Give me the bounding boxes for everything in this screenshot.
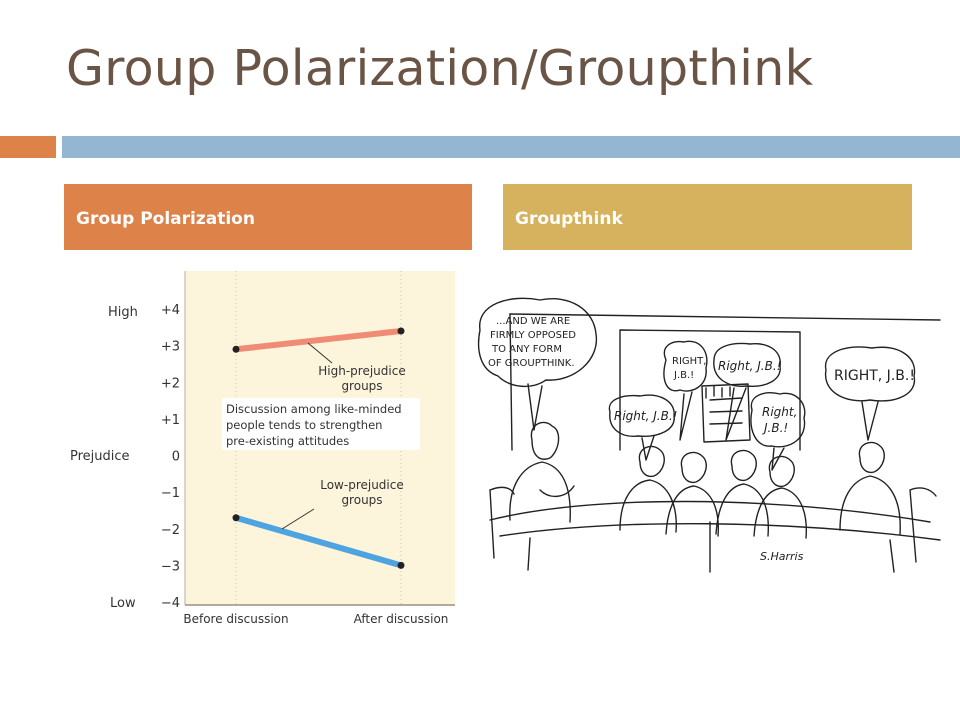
- bubble-4-text: Right, J.B.!: [614, 409, 677, 423]
- series-line: [235, 327, 402, 353]
- groupthink-cartoon: ...AND WE ARE FIRMLY OPPOSED TO ANY FORM…: [477, 297, 941, 573]
- y-axis-label: Prejudice: [70, 449, 130, 464]
- boss-body: [509, 461, 571, 523]
- bubble-5-outline: [750, 392, 806, 448]
- groupthink-header: Groupthink: [503, 184, 912, 250]
- cartoon-signature: S.Harris: [760, 550, 804, 563]
- y-tick-label: −1: [161, 486, 180, 501]
- figure-2-body: [619, 479, 677, 533]
- figure-5-body: [753, 487, 807, 539]
- high-label-leader: [307, 342, 333, 364]
- window-frame: [619, 329, 801, 451]
- group-polarization-chart: +4 +3 +2 +1 0 −1 −2 −3 −4 High Low Prejudice Bef…: [70, 271, 455, 626]
- wall-chart: [701, 383, 751, 443]
- x-tick-before: Before discussion: [183, 612, 288, 626]
- figure-3-body: [665, 485, 719, 537]
- wall-chart-bars: [705, 385, 731, 399]
- bubble-4-outline: [608, 394, 675, 437]
- ceiling-line: [509, 313, 941, 321]
- bubble-3-outline: [713, 342, 781, 387]
- high-series-label-line1: High-prejudice: [318, 364, 405, 378]
- low-series-label-line2: groups: [341, 493, 382, 507]
- slide-title: Group Polarization/Groupthink: [66, 40, 814, 97]
- bubble-6-tail: [861, 401, 879, 441]
- left-wall-line: [509, 313, 513, 451]
- y-tick-label: −4: [161, 596, 180, 611]
- annotation-box: [222, 398, 420, 450]
- bubble-2-outline: [663, 340, 708, 392]
- y-tick-label: +3: [161, 340, 180, 355]
- bubble-boss-line3: TO ANY FORM: [491, 344, 562, 355]
- y-tick-label: −3: [161, 559, 180, 574]
- bubble-6-text: RIGHT, J.B.!: [834, 368, 915, 384]
- y-tick-label: +1: [161, 413, 180, 428]
- y-tick-label: −2: [161, 523, 180, 538]
- y-tick-label: +2: [161, 376, 180, 391]
- bubble-5-tail: [771, 447, 785, 471]
- y-label-low: Low: [110, 596, 136, 611]
- series-line: [235, 514, 402, 569]
- figure-5-head: [768, 455, 795, 488]
- low-series-label-line1: Low-prejudice: [320, 478, 404, 492]
- table-legs: [527, 521, 895, 573]
- chair-left: [489, 486, 515, 559]
- bubble-5-line1: Right,: [762, 405, 797, 419]
- accent-bar-blue: [62, 136, 960, 158]
- figure-4-body: [715, 483, 769, 537]
- series-point: [397, 561, 405, 569]
- figure-2-head: [638, 445, 665, 478]
- bubble-3-text: Right, J.B.!: [718, 359, 781, 373]
- y-tick-label: 0: [172, 450, 180, 465]
- low-label-leader: [281, 508, 315, 530]
- boss-head: [530, 421, 560, 460]
- annotation-line1: Discussion among like-minded: [226, 402, 402, 416]
- figure-3-head: [680, 451, 707, 484]
- bubble-2-line2: J.B.!: [673, 370, 694, 381]
- high-series-label-line2: groups: [341, 379, 382, 393]
- chair-right: [909, 487, 937, 563]
- annotation-line2: people tends to strengthen: [226, 418, 382, 432]
- series-point: [232, 514, 240, 522]
- bubble-boss-line2: FIRMLY OPPOSED: [490, 330, 576, 341]
- series-point: [232, 345, 240, 353]
- accent-bar-orange: [0, 136, 56, 158]
- bubble-3-tail: [725, 387, 747, 441]
- bubble-boss-tail: [527, 383, 543, 431]
- table-front: [499, 522, 941, 541]
- bubble-4-tail: [641, 435, 655, 461]
- group-polarization-header: Group Polarization: [64, 184, 472, 250]
- figure-6-head: [858, 441, 885, 474]
- x-tick-after: After discussion: [354, 612, 449, 626]
- bubble-6-outline: [824, 346, 916, 402]
- bubble-2-tail: [679, 391, 693, 441]
- bubble-2-line1: RIGHT,: [672, 356, 706, 367]
- bubble-5-line2: J.B.!: [762, 421, 788, 435]
- y-tick-label: +4: [161, 303, 180, 318]
- bubble-boss-line1: ...AND WE ARE: [496, 316, 570, 327]
- boss-arm: [539, 485, 575, 497]
- annotation-line3: pre-existing attitudes: [226, 434, 349, 448]
- conference-table: [489, 500, 931, 523]
- bubble-boss-line4: OF GROUPTHINK.: [488, 358, 575, 369]
- y-label-high: High: [108, 305, 138, 320]
- figure-4-head: [730, 449, 757, 482]
- series-point: [397, 327, 405, 335]
- bubble-boss-outline: [477, 297, 598, 387]
- figure-6-body: [839, 475, 901, 535]
